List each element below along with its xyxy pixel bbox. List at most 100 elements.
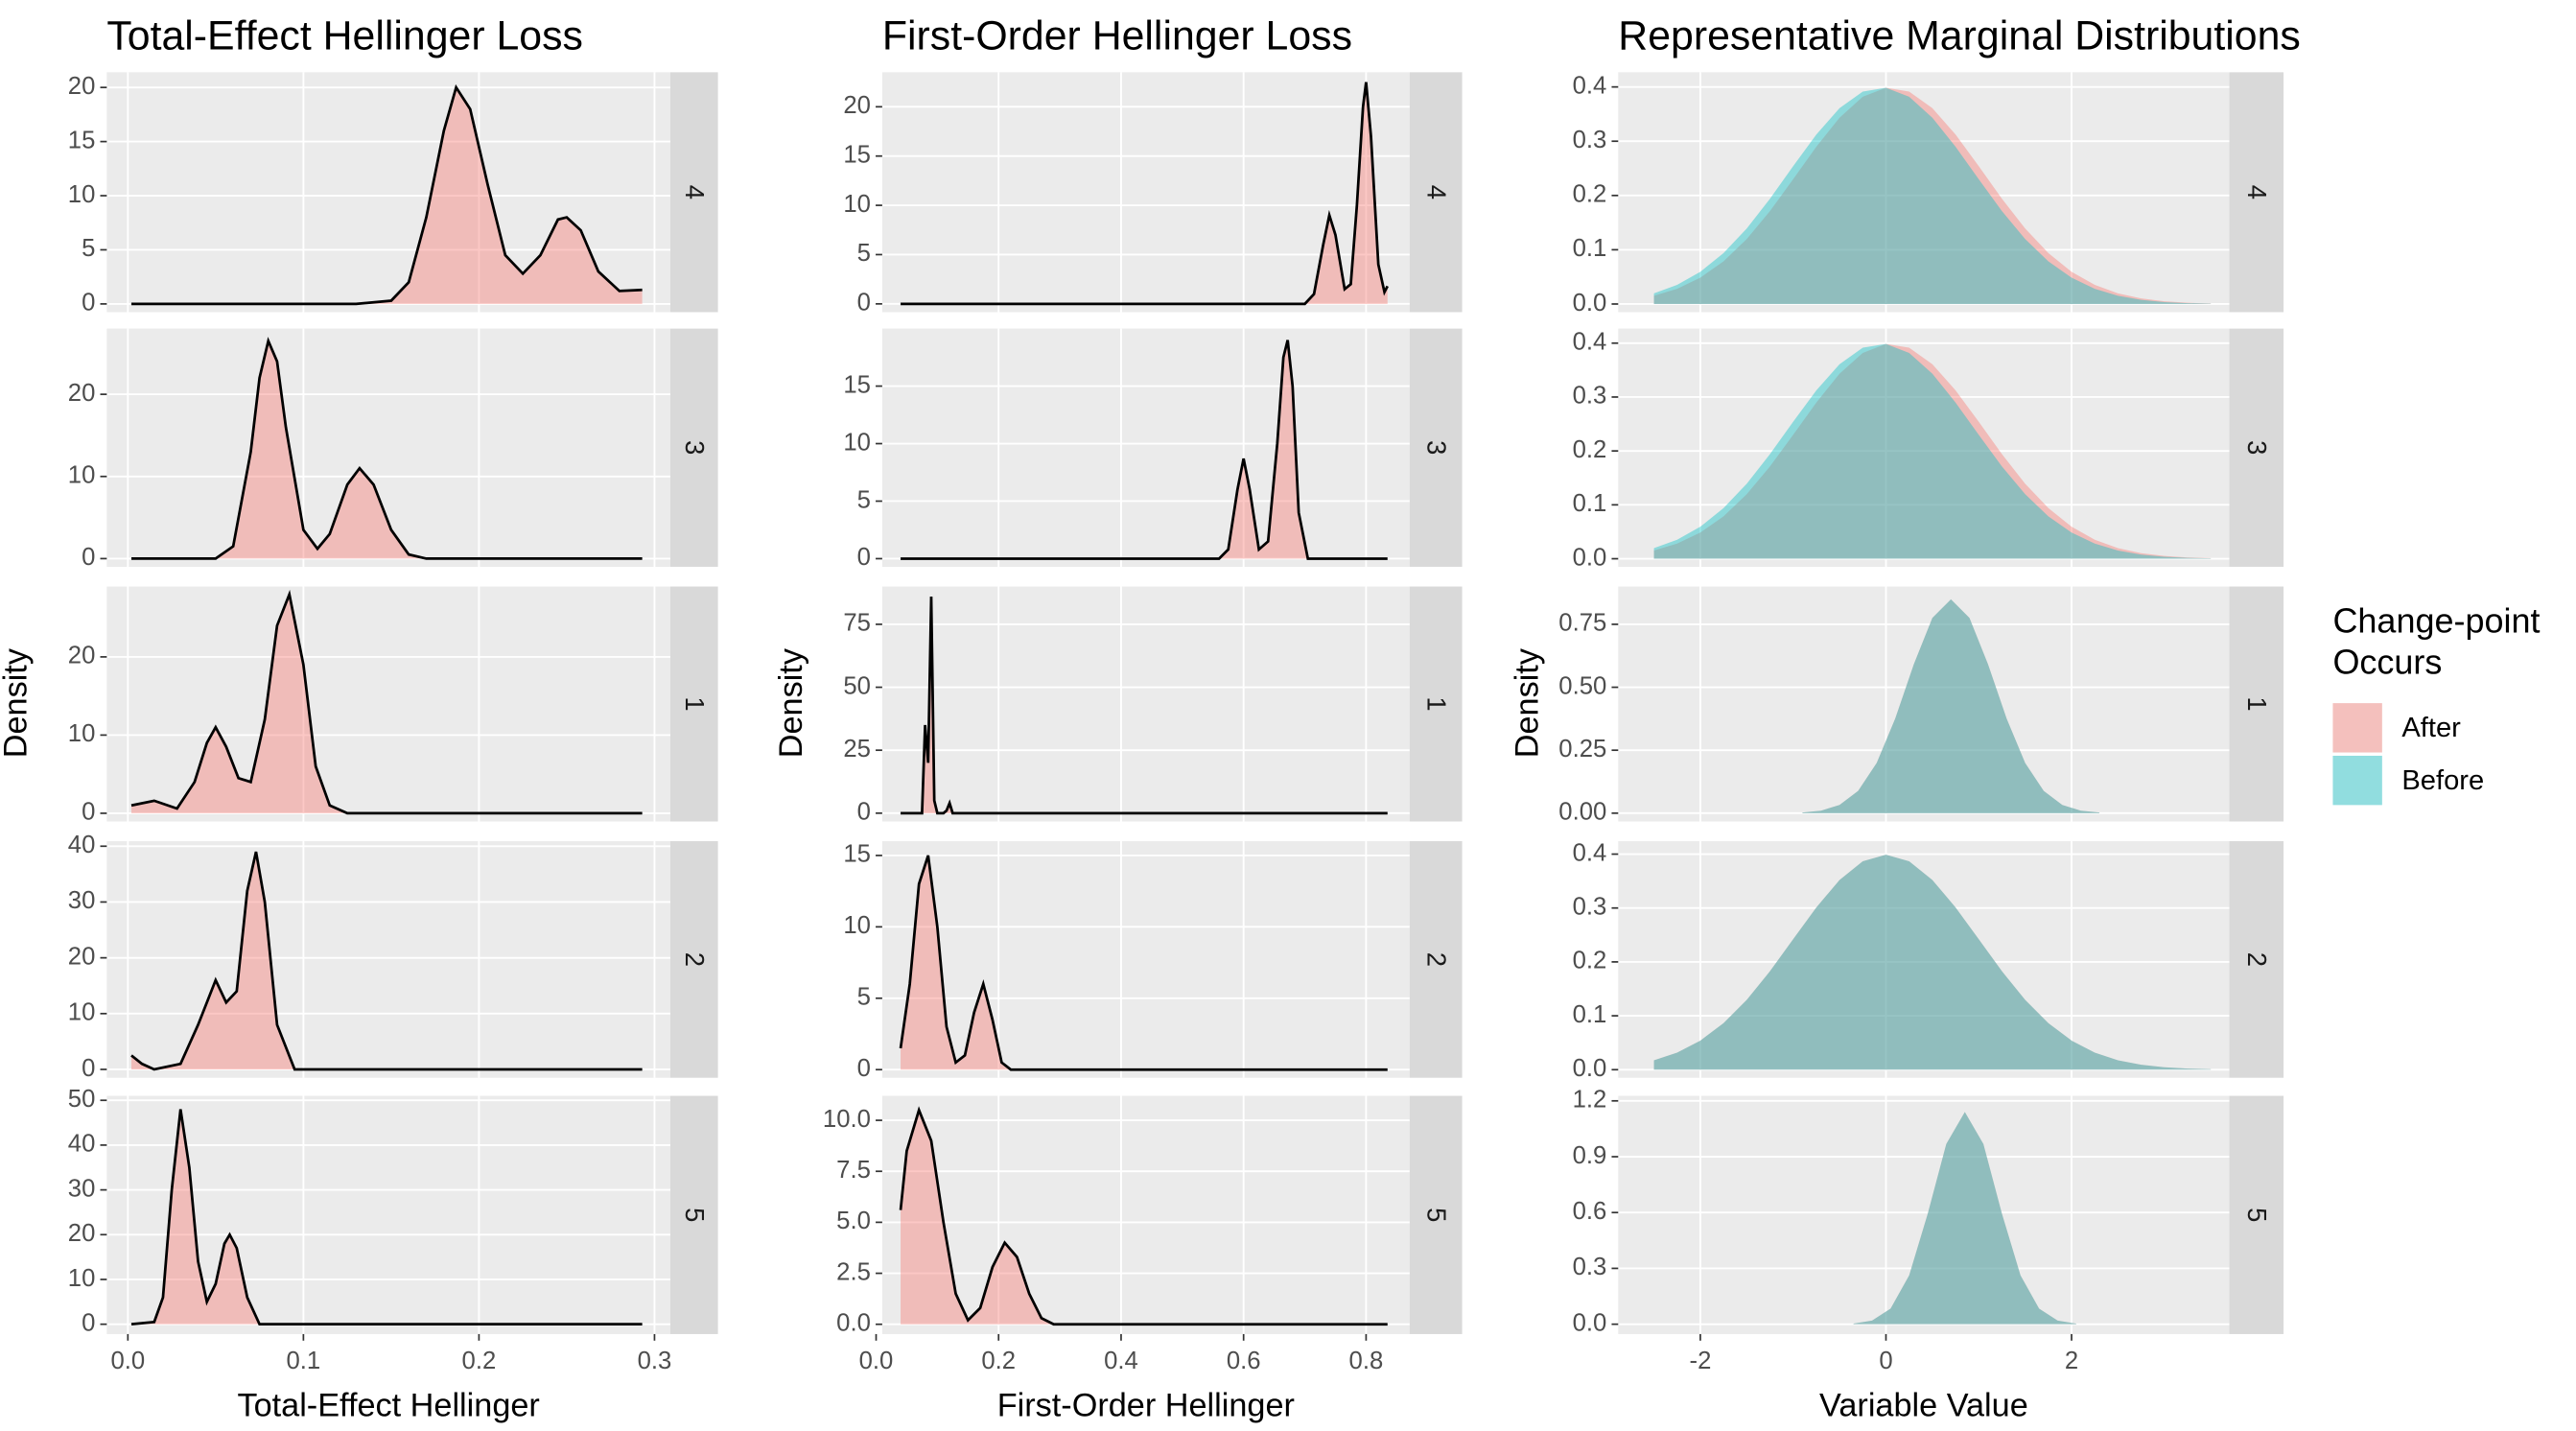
density-area: [1653, 343, 2212, 559]
y-tick-label: 10: [68, 999, 96, 1026]
panel: [881, 72, 1410, 313]
y-tick-label: 0.0: [1573, 1309, 1607, 1336]
legend-title-box: Change-point Occurs: [2332, 602, 2541, 682]
y-tick-label: 0.3: [1573, 127, 1607, 153]
x-axis-title: Total-Effect Hellinger: [237, 1388, 539, 1424]
legend-label: Before: [2401, 765, 2484, 796]
y-tick-label: 0.0: [1573, 544, 1607, 571]
y-tick-label: 40: [68, 832, 96, 858]
x-axis-title: Variable Value: [1819, 1388, 2028, 1424]
strip: [2229, 328, 2284, 567]
density-area: [901, 1110, 1388, 1325]
y-tick-label: 0.3: [1573, 1254, 1607, 1280]
y-tick-label: 10: [68, 181, 96, 208]
y-tick-label: 0: [857, 544, 871, 571]
y-tick-label: 10: [843, 912, 871, 939]
y-tick-label: 0.25: [1558, 736, 1606, 762]
y-tick-label: 0.00: [1558, 799, 1606, 826]
y-tick-label: 10: [843, 429, 871, 456]
y-tick-label: 15: [843, 371, 871, 398]
legend-key-bg: [2332, 755, 2382, 806]
legend-key: [2332, 755, 2382, 806]
strip-label: 5: [1422, 1208, 1452, 1222]
y-tick-label: 0: [82, 1055, 95, 1082]
y-tick-label: 0: [82, 1309, 95, 1336]
y-tick-label: 0.4: [1573, 72, 1607, 99]
x-tick-label: -2: [1690, 1348, 1712, 1374]
density-line: [901, 340, 1388, 560]
y-tick-label: 20: [68, 1220, 96, 1247]
y-tick-label: 0.4: [1573, 839, 1607, 866]
y-tick-label: 0: [857, 799, 871, 826]
y-tick-label: 0.1: [1573, 490, 1607, 517]
density-area: [130, 87, 643, 304]
y-tick-label: 30: [68, 887, 96, 914]
strip: [1409, 1095, 1463, 1334]
y-tick-label: 25: [843, 736, 871, 762]
panel: [1618, 841, 2230, 1078]
panel: [106, 841, 670, 1078]
strip: [2229, 1095, 2284, 1334]
strip-label: 5: [680, 1208, 710, 1222]
y-tick-label: 1.2: [1573, 1087, 1607, 1114]
legend-label: After: [2401, 713, 2461, 743]
y-tick-label: 20: [843, 92, 871, 119]
x-tick-label: 0.1: [287, 1348, 321, 1374]
y-tick-label: 0.2: [1573, 948, 1607, 974]
strip-label: 1: [1422, 696, 1452, 711]
strip: [669, 72, 718, 313]
y-tick-label: 2.5: [836, 1258, 871, 1285]
x-axis-title: First-Order Hellinger: [997, 1388, 1295, 1424]
strip: [669, 1095, 718, 1334]
x-tick-label: 0.2: [981, 1348, 1016, 1374]
strip-label: 5: [2242, 1208, 2272, 1222]
strip: [1409, 586, 1463, 822]
density-line: [901, 597, 1388, 815]
y-tick-label: 0: [82, 799, 95, 826]
panel: [1618, 586, 2230, 822]
x-tick-label: 0.8: [1349, 1348, 1384, 1374]
density-area: [1653, 87, 2212, 304]
panel: [881, 586, 1410, 822]
density-line: [130, 851, 643, 1071]
chart-title: Total-Effect Hellinger Loss: [106, 12, 583, 59]
panel: [106, 72, 670, 313]
y-tick-label: 15: [843, 841, 871, 868]
strip-label: 3: [1422, 440, 1452, 455]
strip: [2229, 586, 2284, 822]
y-tick-label: 7.5: [836, 1157, 871, 1184]
y-tick-label: 40: [68, 1131, 96, 1158]
strip: [1409, 328, 1463, 567]
density-line: [130, 83, 643, 306]
y-tick-label: 20: [68, 380, 96, 407]
y-tick-label: 0.3: [1573, 383, 1607, 410]
y-tick-label: 20: [68, 643, 96, 669]
legend-title: Change-point Occurs: [2332, 602, 2541, 682]
strip: [2229, 841, 2284, 1078]
y-tick-label: 0: [857, 290, 871, 317]
y-tick-label: 5: [857, 984, 871, 1011]
panel: [881, 841, 1410, 1078]
density-area: [1853, 1112, 2076, 1325]
x-tick-label: 0.4: [1104, 1348, 1138, 1374]
strip-label: 4: [680, 185, 710, 199]
density-line: [899, 855, 1388, 1071]
y-tick-label: 0.9: [1573, 1142, 1607, 1169]
y-tick-label: 0.2: [1573, 181, 1607, 208]
y-tick-label: 75: [843, 610, 871, 637]
strip-label: 2: [1422, 952, 1452, 967]
chart-title: Representative Marginal Distributions: [1618, 12, 2300, 59]
density-line: [130, 1109, 643, 1326]
y-tick-label: 50: [68, 1086, 96, 1113]
density-line: [899, 1106, 1388, 1326]
panel: [106, 328, 670, 567]
strip-label: 2: [2242, 952, 2272, 967]
panel: [106, 586, 670, 822]
y-tick-label: 0: [82, 544, 95, 571]
y-tick-label: 30: [68, 1175, 96, 1202]
density-area: [1653, 87, 2212, 304]
strip: [2229, 72, 2284, 313]
strip: [669, 841, 718, 1078]
panel: [1618, 72, 2230, 313]
density-area: [1653, 855, 2212, 1070]
